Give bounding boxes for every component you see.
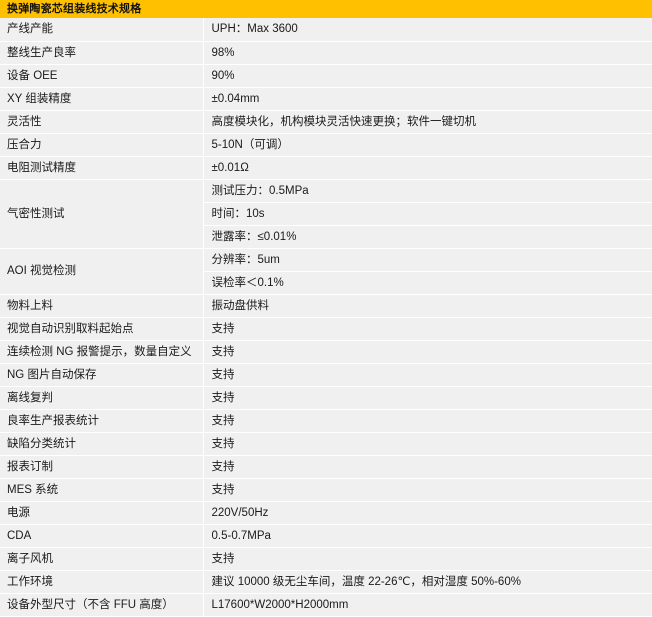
spec-value: 支持: [203, 340, 652, 364]
table-row: 整线生产良率 98%: [0, 41, 652, 65]
spec-value: ±0.04mm: [203, 87, 652, 111]
spec-value: 误检率＜0.1%: [203, 271, 652, 295]
table-row: AOI 视觉检测 分辨率：5um: [0, 248, 652, 295]
table-row: NG 图片自动保存 支持: [0, 363, 652, 387]
spec-label: 压合力: [0, 133, 204, 157]
table-row: 良率生产报表统计 支持: [0, 409, 652, 433]
table-row: 泄露率：≤0.01%: [0, 225, 652, 249]
spec-value: 泄露率：≤0.01%: [203, 225, 652, 249]
spec-value: ±0.01Ω: [203, 156, 652, 180]
spec-value: UPH：Max 3600: [203, 18, 652, 42]
spec-label: 电源: [0, 501, 204, 525]
spec-value: 220V/50Hz: [203, 501, 652, 525]
spec-label: 离子风机: [0, 547, 204, 571]
spec-value: 98%: [203, 41, 652, 65]
spec-label: 设备外型尺寸（不含 FFU 高度）: [0, 593, 204, 617]
table-row: 气密性测试 测试压力：0.5MPa: [0, 179, 652, 249]
table-row: 设备 OEE 90%: [0, 64, 652, 88]
table-row: 离线复判 支持: [0, 386, 652, 410]
table-row: 误检率＜0.1%: [0, 271, 652, 295]
spec-label: 连续检测 NG 报警提示，数量自定义: [0, 340, 204, 364]
spec-value: L17600*W2000*H2000mm: [203, 593, 652, 617]
table-body: 产线产能 UPH：Max 3600 整线生产良率 98% 设备 OEE 90% XY 组装精…: [0, 18, 652, 617]
table-row: 灵活性 高度模块化，机构模块灵活快速更换；软件一键切机: [0, 110, 652, 134]
table-row: 时间：10s: [0, 202, 652, 226]
table-row: 报表订制 支持: [0, 455, 652, 479]
spec-value: 0.5-0.7MPa: [203, 524, 652, 548]
spec-label: 设备 OEE: [0, 64, 204, 88]
spec-label: 物料上料: [0, 294, 204, 318]
spec-label: 工作环境: [0, 570, 204, 594]
spec-value: 支持: [203, 363, 652, 387]
spec-label: AOI 视觉检测: [0, 248, 204, 295]
table-row: 离子风机 支持: [0, 547, 652, 571]
spec-value: 时间：10s: [203, 202, 652, 226]
spec-label: 离线复判: [0, 386, 204, 410]
spec-value: 分辨率：5um: [203, 248, 652, 272]
title-row: 换弹陶瓷芯组装线技术规格: [0, 0, 652, 18]
spec-label: 缺陷分类统计: [0, 432, 204, 456]
table-header: 换弹陶瓷芯组装线技术规格: [0, 0, 652, 18]
spec-value: 支持: [203, 409, 652, 433]
spec-value: 90%: [203, 64, 652, 88]
spec-value: 支持: [203, 455, 652, 479]
spec-label: 良率生产报表统计: [0, 409, 204, 433]
spec-value: 支持: [203, 386, 652, 410]
page-title: 换弹陶瓷芯组装线技术规格: [0, 0, 652, 18]
spec-value: 支持: [203, 478, 652, 502]
table-row: CDA 0.5-0.7MPa: [0, 524, 652, 548]
table-row: 产线产能 UPH：Max 3600: [0, 18, 652, 42]
spec-value: 高度模块化，机构模块灵活快速更换；软件一键切机: [203, 110, 652, 134]
spec-label: 视觉自动识别取料起始点: [0, 317, 204, 341]
spec-label: MES 系统: [0, 478, 204, 502]
spec-label: 灵活性: [0, 110, 204, 134]
table-row: 缺陷分类统计 支持: [0, 432, 652, 456]
table-row: 电阻测试精度 ±0.01Ω: [0, 156, 652, 180]
spec-label: 整线生产良率: [0, 41, 204, 65]
spec-value: 支持: [203, 547, 652, 571]
spec-value: 振动盘供料: [203, 294, 652, 318]
table-row: 物料上料 振动盘供料: [0, 294, 652, 318]
spec-label: CDA: [0, 524, 204, 548]
spec-value: 支持: [203, 432, 652, 456]
table-row: 电源 220V/50Hz: [0, 501, 652, 525]
spec-label: 报表订制: [0, 455, 204, 479]
spec-label: 气密性测试: [0, 179, 204, 249]
spec-value: 5-10N（可调）: [203, 133, 652, 157]
spec-label: XY 组装精度: [0, 87, 204, 111]
table-row: 压合力 5-10N（可调）: [0, 133, 652, 157]
spec-value: 支持: [203, 317, 652, 341]
spec-label: 产线产能: [0, 18, 204, 42]
spec-label: 电阻测试精度: [0, 156, 204, 180]
table-row: XY 组装精度 ±0.04mm: [0, 87, 652, 111]
table-row: 设备外型尺寸（不含 FFU 高度） L17600*W2000*H2000mm: [0, 593, 652, 617]
table-row: 视觉自动识别取料起始点 支持: [0, 317, 652, 341]
table-row: MES 系统 支持: [0, 478, 652, 502]
spec-label: NG 图片自动保存: [0, 363, 204, 387]
table-row: 工作环境 建议 10000 级无尘车间，温度 22-26℃，相对湿度 50%-60…: [0, 570, 652, 594]
spec-value: 建议 10000 级无尘车间，温度 22-26℃，相对湿度 50%-60%: [203, 570, 652, 594]
table-row: 连续检测 NG 报警提示，数量自定义 支持: [0, 340, 652, 364]
spec-value: 测试压力：0.5MPa: [203, 179, 652, 203]
